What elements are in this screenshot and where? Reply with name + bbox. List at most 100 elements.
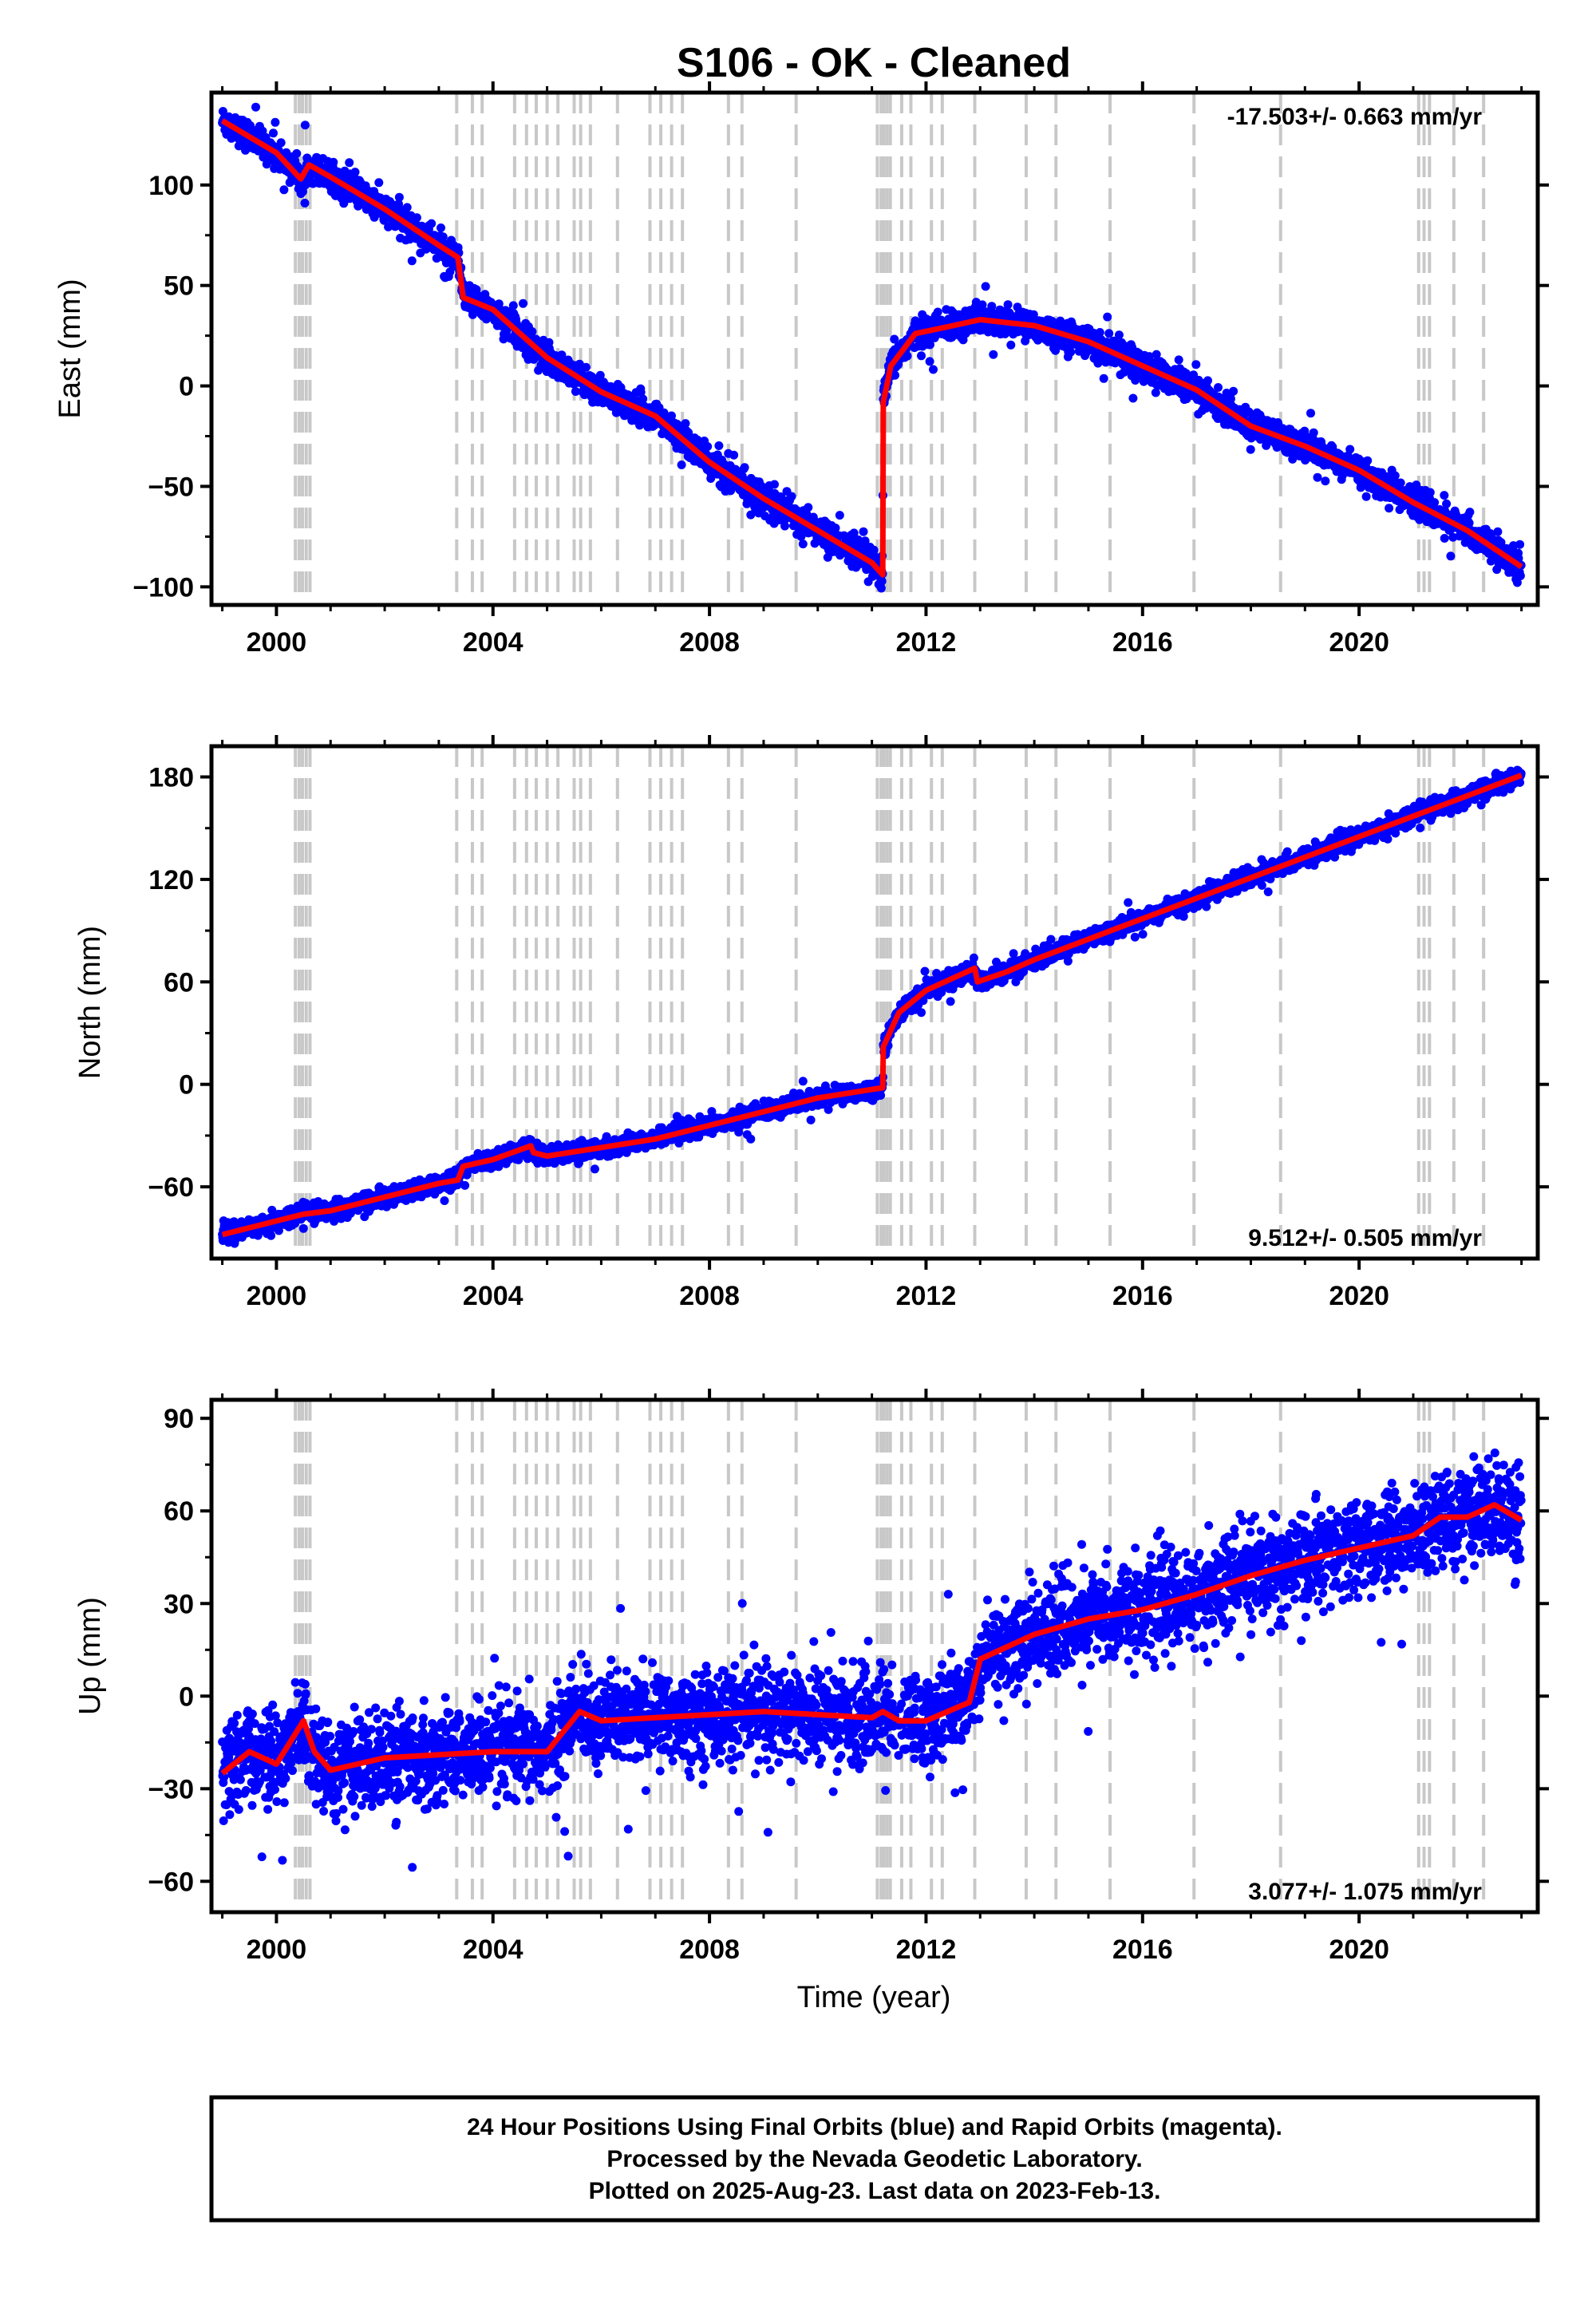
east-point (798, 539, 808, 549)
east-point (1056, 316, 1065, 326)
east-point (1464, 518, 1474, 528)
east-point (1214, 383, 1223, 392)
figure-title: S106 - OK - Cleaned (677, 40, 1071, 86)
east-rate-label: -17.503+/- 0.663 mm/yr (1227, 104, 1483, 130)
east-point (1512, 578, 1522, 587)
east-point (269, 128, 278, 138)
east-x-tick-label: 2012 (896, 627, 957, 658)
east-x-tick-label: 2000 (247, 627, 307, 658)
east-point (581, 362, 591, 372)
east-point (987, 302, 997, 311)
east-point (1493, 527, 1503, 536)
east-point (1440, 534, 1449, 543)
north-point (382, 1202, 391, 1211)
east-point (714, 441, 724, 450)
east-point (1515, 571, 1525, 580)
east-plot-area (218, 93, 1526, 605)
east-point (300, 199, 310, 207)
east-point (394, 192, 404, 202)
east-x-tick-label: 2008 (679, 627, 740, 658)
east-point (1396, 478, 1405, 488)
east-point (770, 480, 779, 489)
east-point (859, 527, 868, 536)
east-point (860, 536, 870, 546)
east-point (271, 117, 280, 127)
east-point (903, 351, 912, 361)
north-point (298, 1223, 308, 1233)
east-point (933, 307, 942, 317)
east-point (929, 365, 938, 374)
east-point (1309, 428, 1318, 437)
east-point (1425, 488, 1435, 497)
north-plot-area (218, 746, 1526, 1259)
east-point (849, 528, 859, 538)
east-point (1099, 373, 1108, 383)
north-point (440, 1196, 449, 1205)
east-point (835, 511, 844, 520)
east-point (740, 463, 749, 472)
east-point (981, 282, 990, 291)
east-point (780, 521, 789, 531)
east-point (508, 301, 518, 310)
east-point (339, 199, 349, 208)
east-point (251, 102, 260, 112)
east-point (519, 298, 527, 308)
east-point (877, 576, 887, 586)
east-point (1103, 312, 1112, 322)
east-point (412, 213, 421, 223)
east-point (218, 107, 227, 116)
east-point (636, 388, 646, 397)
east-point (1191, 360, 1201, 370)
north-point (267, 1205, 277, 1215)
east-point (876, 583, 886, 593)
east-point (1515, 539, 1525, 549)
east-point (276, 138, 286, 148)
east-point (1152, 350, 1161, 359)
east-data-points (218, 102, 1526, 593)
east-point (427, 219, 437, 228)
east-point (1006, 340, 1016, 350)
east-point (1446, 551, 1456, 561)
east-point (595, 370, 605, 380)
east-point (978, 300, 987, 310)
east-point (681, 419, 690, 429)
east-point (703, 442, 713, 451)
east-point (1430, 498, 1440, 508)
east-point (329, 157, 338, 167)
north-data-points (218, 765, 1526, 1248)
east-x-tick-label: 2004 (463, 627, 523, 658)
north-point (460, 1180, 470, 1190)
east-x-tick-label: 2016 (1112, 627, 1173, 658)
east-point (1104, 329, 1114, 338)
east-point (468, 310, 477, 319)
east-point (917, 351, 926, 361)
east-point (926, 340, 934, 350)
north-point (267, 1231, 276, 1240)
east-point (1440, 491, 1449, 500)
east-y-tick-label: 0 (179, 372, 194, 402)
east-point (787, 492, 796, 501)
east-point (1442, 499, 1452, 508)
east-point (677, 460, 686, 469)
east-point (1114, 330, 1124, 340)
east-point (1321, 476, 1330, 486)
east-point (1390, 471, 1400, 480)
east-point (527, 327, 537, 336)
east-point (1095, 328, 1104, 337)
east-point (1174, 355, 1183, 365)
east-point (989, 350, 998, 359)
east-point (638, 394, 648, 404)
east-point (292, 148, 302, 158)
east-point (1120, 368, 1128, 377)
east-point (1313, 472, 1322, 482)
east-point (1356, 483, 1365, 492)
east-point (729, 450, 739, 460)
east-point (374, 178, 384, 188)
east-point (1306, 409, 1315, 418)
east-point (1066, 347, 1076, 357)
east-point (1448, 532, 1458, 542)
